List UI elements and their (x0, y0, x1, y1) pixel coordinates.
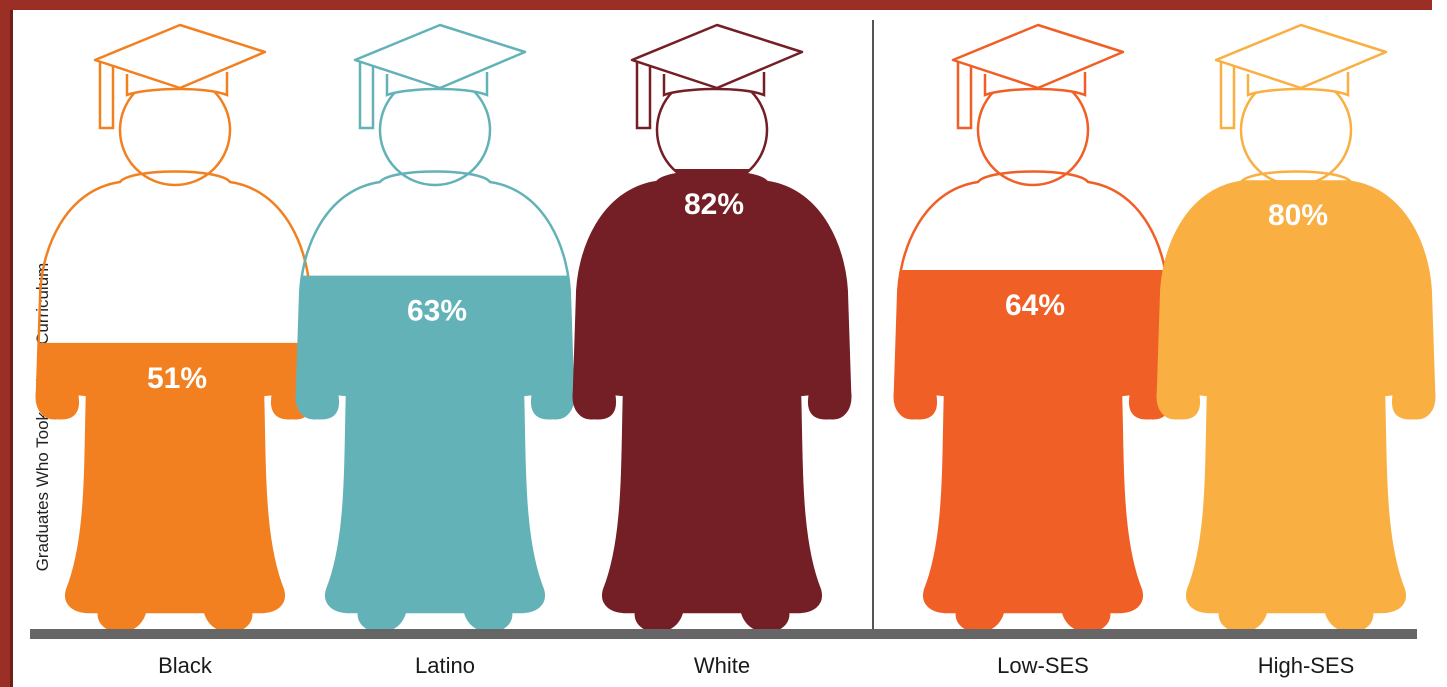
value-label: 80% (1268, 199, 1328, 232)
value-label: 82% (684, 188, 744, 221)
category-label: Latino (415, 653, 475, 678)
category-label: Black (158, 653, 213, 678)
cap-tassel (635, 62, 652, 130)
gown-fill (1157, 180, 1435, 631)
baseline-floor (30, 629, 1417, 639)
value-label: 64% (1005, 289, 1065, 322)
frame-left-inner-bar (10, 10, 13, 687)
cap-board (353, 23, 527, 90)
figures-layer (35, 23, 1436, 633)
frame-top-bar (0, 0, 1432, 10)
gown-fill (573, 171, 851, 632)
figure-fill-3 (894, 269, 1172, 631)
value-label: 51% (147, 362, 207, 395)
cap-board (93, 23, 267, 90)
graduate-figure-low-ses (893, 23, 1173, 633)
cap-tassel (1219, 62, 1236, 130)
graduate-figure-high-ses (1156, 23, 1436, 633)
figure-fill-1 (296, 275, 574, 631)
category-label: White (694, 653, 750, 678)
frame-top-notch (1418, 0, 1432, 10)
cap-tassel (358, 62, 375, 130)
frame-left-bar (0, 0, 10, 687)
gown-outline (572, 170, 852, 633)
category-label: High-SES (1258, 653, 1355, 678)
cap-board (630, 23, 804, 90)
figure-fill-0 (36, 342, 314, 631)
cap-tassel (956, 62, 973, 130)
gown-outline (1156, 170, 1436, 633)
cap-board (951, 23, 1125, 90)
graduate-figure-latino (295, 23, 575, 633)
cap-board (1214, 23, 1388, 90)
labels-layer: 51% Black 63% Latino 82% White 64% Low-SES 80% Hi… (147, 188, 1354, 678)
graduate-figure-white (572, 23, 852, 633)
value-label: 63% (407, 295, 467, 328)
graduate-figure-black (35, 23, 315, 633)
cap-tassel (98, 62, 115, 130)
category-label: Low-SES (997, 653, 1089, 678)
gown-fill (296, 275, 574, 631)
gown-fill (36, 342, 314, 631)
gown-fill (894, 269, 1172, 631)
